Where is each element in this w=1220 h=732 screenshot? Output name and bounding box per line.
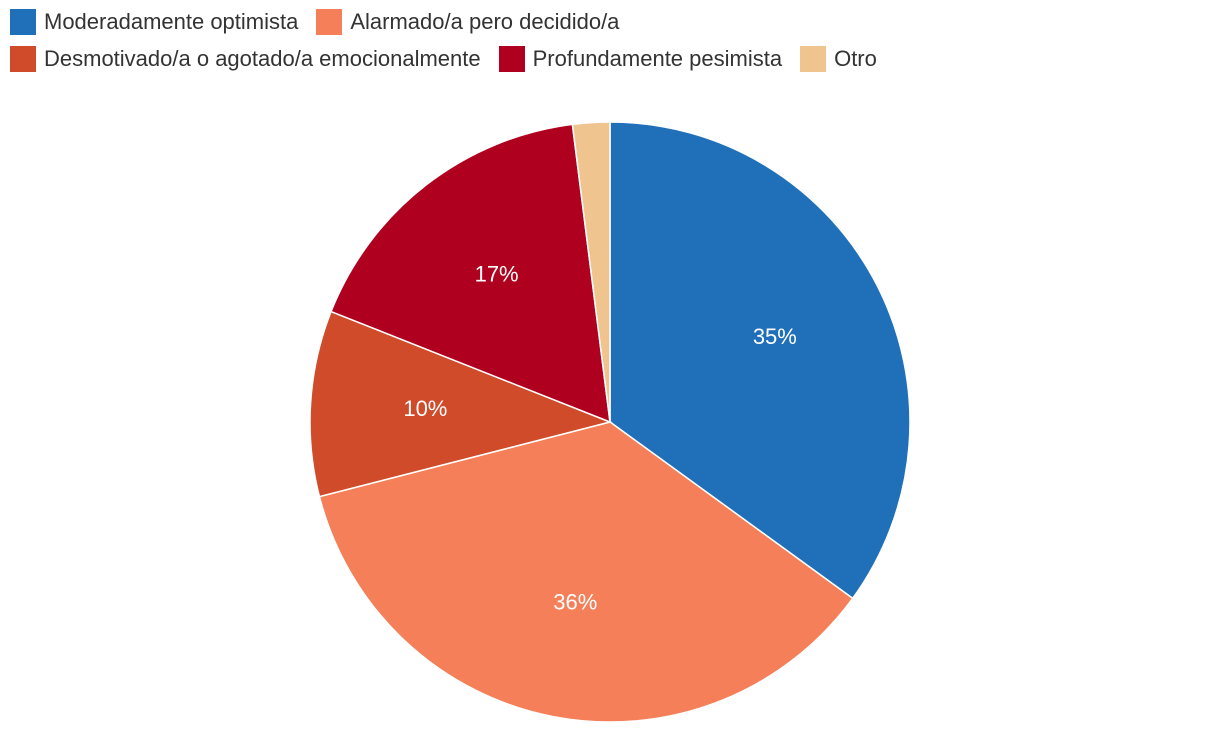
legend-swatch — [800, 46, 827, 72]
legend-label: Alarmado/a pero decidido/a — [350, 9, 620, 34]
legend-label: Otro — [834, 46, 877, 71]
slice-label: 10% — [403, 396, 447, 421]
pie-slice[interactable] — [571, 121, 611, 423]
legend-item[interactable]: Profundamente pesimista — [498, 45, 783, 73]
legend-label: Moderadamente optimista — [44, 9, 299, 34]
legend-swatch — [498, 46, 525, 72]
slice-label: 36% — [553, 590, 597, 615]
pie-slice[interactable] — [318, 421, 854, 723]
legend-swatch — [10, 46, 36, 72]
slice-label: 35% — [753, 324, 797, 349]
legend-item[interactable]: Desmotivado/a o agotado/a emocionalmente — [10, 45, 481, 73]
slice-label: 17% — [475, 262, 519, 287]
legend-item[interactable]: Otro — [800, 45, 877, 73]
legend-item[interactable]: Alarmado/a pero decidido/a — [316, 8, 619, 36]
pie-slice[interactable] — [609, 121, 911, 600]
pie-slice-labels: 35% 36% 10% 17% — [403, 262, 797, 615]
pie-slice[interactable] — [309, 310, 613, 498]
legend-item[interactable]: Moderadamente optimista — [10, 8, 298, 36]
pie-slice[interactable] — [330, 123, 611, 424]
chart-legend: Moderadamente optimista Alarmado/a pero … — [10, 8, 1090, 73]
pie-slices — [309, 121, 911, 723]
legend-swatch — [10, 9, 36, 35]
legend-swatch — [316, 9, 343, 35]
legend-label: Desmotivado/a o agotado/a emocionalmente — [44, 46, 481, 71]
legend-label: Profundamente pesimista — [532, 46, 783, 71]
